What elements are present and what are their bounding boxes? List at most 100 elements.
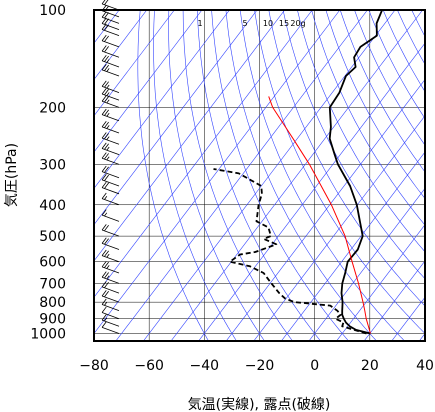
wind-barb <box>101 306 120 320</box>
wind-barb-staff <box>101 198 120 206</box>
wind-barb-staff <box>101 50 120 58</box>
y-tick-label: 900 <box>39 312 66 328</box>
wind-barb-feather <box>106 59 110 63</box>
wind-barb-feather <box>101 142 107 149</box>
isotherm-line <box>226 78 425 341</box>
wind-barb-feather <box>104 224 109 232</box>
y-tick-label: 700 <box>39 276 66 292</box>
isotherm-line <box>198 42 425 341</box>
wind-barb <box>101 45 120 58</box>
wind-barb-feather <box>101 121 107 128</box>
wind-barb-feather <box>106 112 110 117</box>
wind-barb-feather <box>104 317 108 322</box>
wind-barb-feather <box>104 281 109 289</box>
wind-barb <box>101 34 120 48</box>
wind-barb <box>101 298 120 312</box>
wind-barb <box>101 80 120 93</box>
wind-barb-feather <box>101 80 107 87</box>
wind-barb-feather <box>106 275 110 280</box>
wind-barb-feather <box>101 260 107 268</box>
wind-barb <box>101 321 120 334</box>
dry-adiabat-line <box>182 10 293 341</box>
isotherm-line <box>94 10 285 262</box>
wind-barb <box>101 54 120 68</box>
isotherm-line <box>94 10 258 226</box>
dry-adiabat-line <box>397 10 425 65</box>
mixing-ratio-label: 10 <box>263 19 273 28</box>
wind-barb-staff <box>101 312 120 320</box>
isotherm-line <box>143 10 396 341</box>
dry-adiabat-line <box>268 10 425 307</box>
y-tick-label: 1000 <box>30 327 66 343</box>
wind-barb-feather <box>101 54 107 62</box>
dry-adiabat-line <box>325 10 425 199</box>
wind-barb-feather <box>101 108 107 115</box>
wind-barb <box>101 249 120 263</box>
wind-barb <box>101 88 120 101</box>
x-tick-label: −60 <box>134 358 164 374</box>
dry-adiabat-line <box>168 10 265 341</box>
dry-adiabat-line <box>297 10 425 253</box>
wind-barb-staff <box>101 266 120 274</box>
wind-barb-feather <box>101 314 107 321</box>
dry-adiabat-line <box>282 10 425 280</box>
dry-adiabat-line <box>239 10 405 341</box>
wind-barb-feather <box>104 12 109 19</box>
wind-barb <box>101 192 120 206</box>
wind-barb-feather <box>101 152 107 159</box>
wind-barb <box>101 17 120 31</box>
wind-barb-staff <box>101 229 120 237</box>
mixing-ratio-label: 5 <box>242 19 247 28</box>
wind-barb-feather <box>101 321 107 328</box>
wind-barb-feather <box>101 34 107 41</box>
wind-barb-staff <box>101 157 120 165</box>
wind-barb-feather <box>101 88 107 95</box>
wind-barb-feather <box>106 84 110 89</box>
tick-labels: −80 −60 −40 −20 0 20 40 100 200 300 400 500 600 700 80… <box>30 3 434 374</box>
y-tick-label: 300 <box>39 157 66 173</box>
dry-adiabat-line <box>225 10 377 341</box>
wind-barb-staff <box>101 126 120 134</box>
wind-barb-feather <box>104 166 109 173</box>
dry-adiabat-line <box>254 10 425 334</box>
isotherm-line <box>94 10 148 80</box>
x-tick-label: −80 <box>79 358 109 374</box>
wind-barb-feather <box>101 209 107 216</box>
wind-barb-staff <box>101 187 120 195</box>
y-tick-label: 400 <box>39 198 66 214</box>
wind-barb-staff <box>101 255 120 263</box>
wind-barb-feather <box>101 64 107 71</box>
wind-barb-feather <box>101 11 107 18</box>
wind-barb-feather <box>106 156 110 161</box>
wind-barb-feather <box>101 290 107 297</box>
wind-barb-feather <box>101 174 107 181</box>
wind-barb <box>101 0 120 11</box>
wind-barb-staff <box>101 214 120 222</box>
y-tick-label: 100 <box>39 3 66 19</box>
wind-barb-feather <box>104 55 109 62</box>
wind-barb <box>101 132 120 145</box>
wind-barb-staff <box>101 242 120 250</box>
wind-barb-feather <box>106 253 110 258</box>
isotherm-line <box>254 115 425 341</box>
wind-barb <box>101 314 120 327</box>
wind-barb-feather <box>104 143 109 150</box>
wind-barb-feather <box>104 261 109 268</box>
skew-lines <box>94 10 435 341</box>
wind-barb-feather <box>104 35 109 42</box>
wind-barb-staff <box>101 23 120 31</box>
y-tick-label: 500 <box>39 229 66 245</box>
mixing-ratio-label: 15 <box>279 19 289 28</box>
wind-barb-staff <box>101 304 120 312</box>
wind-barb-feather <box>104 238 109 245</box>
wind-barb-feather <box>101 165 107 172</box>
dry-adiabat-line <box>426 10 435 340</box>
wind-barb-staff <box>101 16 120 24</box>
wind-barb-feather <box>106 99 110 104</box>
wind-barb-staff <box>101 295 120 303</box>
isotherm-line <box>281 151 425 341</box>
isotherm-line <box>364 260 425 341</box>
y-tick-label: 800 <box>39 295 66 311</box>
wind-barb-staff <box>101 326 120 334</box>
wind-barb-feather <box>104 272 109 279</box>
